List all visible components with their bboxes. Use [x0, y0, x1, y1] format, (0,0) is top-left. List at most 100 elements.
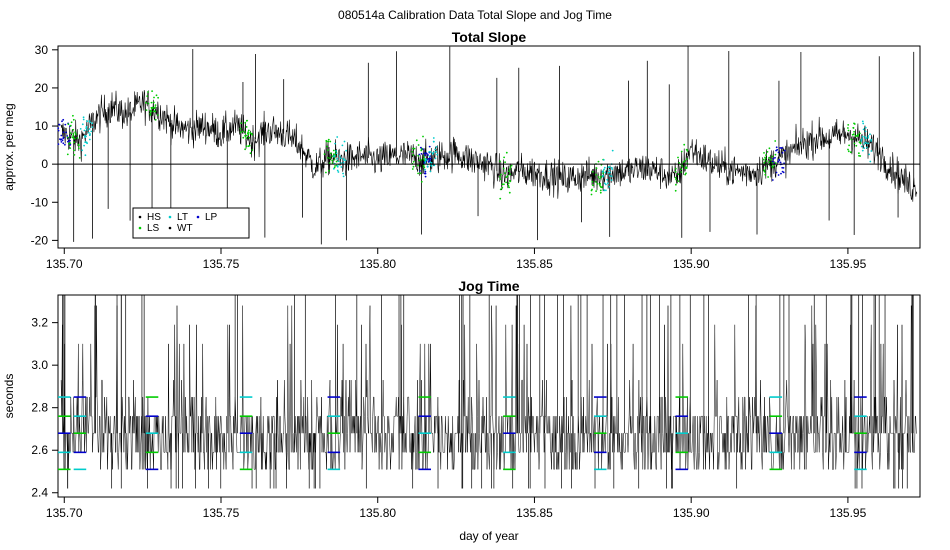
- total-slope-calibration-point: [70, 121, 73, 124]
- total-slope-calibration-point: [608, 185, 611, 188]
- total-slope-calibration-point: [146, 95, 149, 97]
- total-slope-calibration-point: [87, 131, 90, 134]
- total-slope-calibration-point: [152, 101, 155, 104]
- total-slope-calibration-point: [597, 160, 600, 163]
- legend-marker-ls: [138, 226, 142, 230]
- total-slope-calibration-point: [328, 169, 330, 172]
- total-slope-calibration-point: [500, 173, 502, 176]
- total-slope-calibration-point: [422, 164, 425, 167]
- legend-box: [132, 207, 250, 239]
- total-slope-calibration-point: [674, 189, 677, 192]
- total-slope-calibration-point: [83, 129, 86, 132]
- panel-total-slope: Total Slope 135.70 135.75 135.80 135.85 135.…: [2, 29, 921, 271]
- legend-label-hs: HS: [147, 212, 161, 223]
- total-slope-calibration-point: [779, 147, 781, 149]
- total-slope-calibration-point: [603, 189, 606, 192]
- total-slope-calibration-point: [429, 151, 432, 153]
- total-slope-calibration-point: [327, 140, 330, 143]
- total-slope-calibration-point: [499, 175, 501, 178]
- total-slope-calibration-point: [779, 161, 782, 164]
- total-slope-calibration-point: [849, 151, 852, 154]
- total-slope-x-tick-label: 135.80: [359, 257, 396, 271]
- total-slope-calibration-point: [436, 153, 439, 156]
- total-slope-calibration-point: [77, 147, 80, 150]
- total-slope-calibration-point: [151, 90, 154, 92]
- total-slope-calibration-point: [147, 102, 150, 105]
- total-slope-calibration-point: [73, 154, 76, 156]
- total-slope-calibration-point: [681, 165, 684, 168]
- total-slope-calibration-point: [424, 168, 426, 171]
- total-slope-calibration-point: [425, 152, 428, 155]
- total-slope-calibration-point: [856, 134, 859, 137]
- total-slope-x-tick-label: 135.95: [830, 257, 867, 271]
- total-slope-calibration-point: [334, 142, 336, 145]
- total-slope-calibration-point: [861, 149, 864, 152]
- total-slope-calibration-point: [781, 166, 784, 169]
- total-slope-calibration-point: [419, 170, 421, 172]
- total-slope-calibration-point: [69, 143, 72, 146]
- total-slope-calibration-point: [604, 171, 607, 174]
- total-slope-calibration-point: [72, 118, 75, 121]
- jog-time-y-label: seconds: [2, 374, 16, 419]
- total-slope-x-axis: 135.70 135.75 135.80 135.85 135.90 135.95: [46, 248, 867, 271]
- total-slope-calibration-point: [329, 157, 331, 160]
- total-slope-calibration-point: [510, 164, 513, 167]
- jog-time-x-axis: 135.70 135.75 135.80 135.85 135.90 135.95: [46, 497, 867, 520]
- total-slope-calibration-point: [765, 154, 767, 157]
- total-slope-calibration-point: [426, 165, 429, 168]
- total-slope-calibration-point: [853, 130, 855, 133]
- total-slope-calibration-point: [336, 136, 339, 138]
- total-slope-calibration-point: [417, 154, 420, 157]
- total-slope-calibration-point: [434, 157, 437, 160]
- total-slope-calibration-point: [418, 159, 421, 162]
- total-slope-calibration-point: [609, 171, 611, 174]
- total-slope-calibration-point: [415, 139, 418, 142]
- total-slope-calibration-point: [331, 162, 334, 164]
- total-slope-calibration-point: [507, 184, 510, 187]
- total-slope-calibration-point: [86, 129, 89, 131]
- total-slope-calibration-point: [869, 160, 872, 163]
- total-slope-calibration-point: [328, 162, 331, 165]
- total-slope-calibration-point: [79, 127, 82, 130]
- total-slope-calibration-point: [333, 167, 335, 170]
- total-slope-calibration-point: [244, 148, 247, 151]
- total-slope-calibration-point: [674, 176, 677, 179]
- total-slope-calibration-point: [420, 149, 423, 152]
- legend: HS LT LP LS WT: [132, 207, 250, 239]
- total-slope-calibration-point: [677, 173, 680, 176]
- total-slope-calibration-point: [595, 173, 597, 176]
- figure-title: 080514a Calibration Data Total Slope and…: [338, 8, 612, 22]
- legend-marker-wt: [168, 226, 172, 230]
- total-slope-calibration-point: [83, 144, 85, 147]
- total-slope-calibration-point: [686, 158, 688, 160]
- total-slope-calibration-point: [417, 172, 419, 175]
- total-slope-calibration-point: [763, 169, 765, 172]
- total-slope-y-tick-label: 30: [35, 43, 49, 57]
- total-slope-calibration-point: [424, 154, 426, 157]
- total-slope-calibration-point: [247, 129, 250, 132]
- total-slope-calibration-point: [333, 153, 335, 156]
- total-slope-calibration-point: [499, 160, 501, 163]
- total-slope-calibration-point: [509, 166, 512, 169]
- total-slope-calibration-point: [777, 160, 780, 163]
- total-slope-calibration-point: [244, 134, 247, 137]
- total-slope-calibration-point: [327, 138, 330, 141]
- total-slope-calibration-point: [64, 123, 67, 126]
- total-slope-calibration-point: [847, 129, 850, 132]
- legend-label-lp: LP: [205, 212, 218, 223]
- total-slope-calibration-point: [412, 147, 414, 150]
- total-slope-calibration-point: [860, 138, 863, 141]
- total-slope-calibration-point: [342, 172, 344, 175]
- total-slope-calibration-point: [858, 141, 861, 144]
- total-slope-calibration-point: [58, 123, 60, 126]
- total-slope-calibration-point: [432, 140, 435, 143]
- total-slope-calibration-point: [868, 153, 870, 156]
- total-slope-calibration-point: [73, 141, 75, 144]
- total-slope-calibration-point: [434, 148, 437, 151]
- total-slope-calibration-point: [595, 190, 597, 193]
- total-slope-calibration-point: [428, 150, 431, 153]
- total-slope-calibration-point: [81, 149, 83, 152]
- total-slope-calibration-point: [325, 139, 328, 142]
- total-slope-calibration-point: [156, 114, 159, 116]
- total-slope-calibration-point: [764, 156, 766, 159]
